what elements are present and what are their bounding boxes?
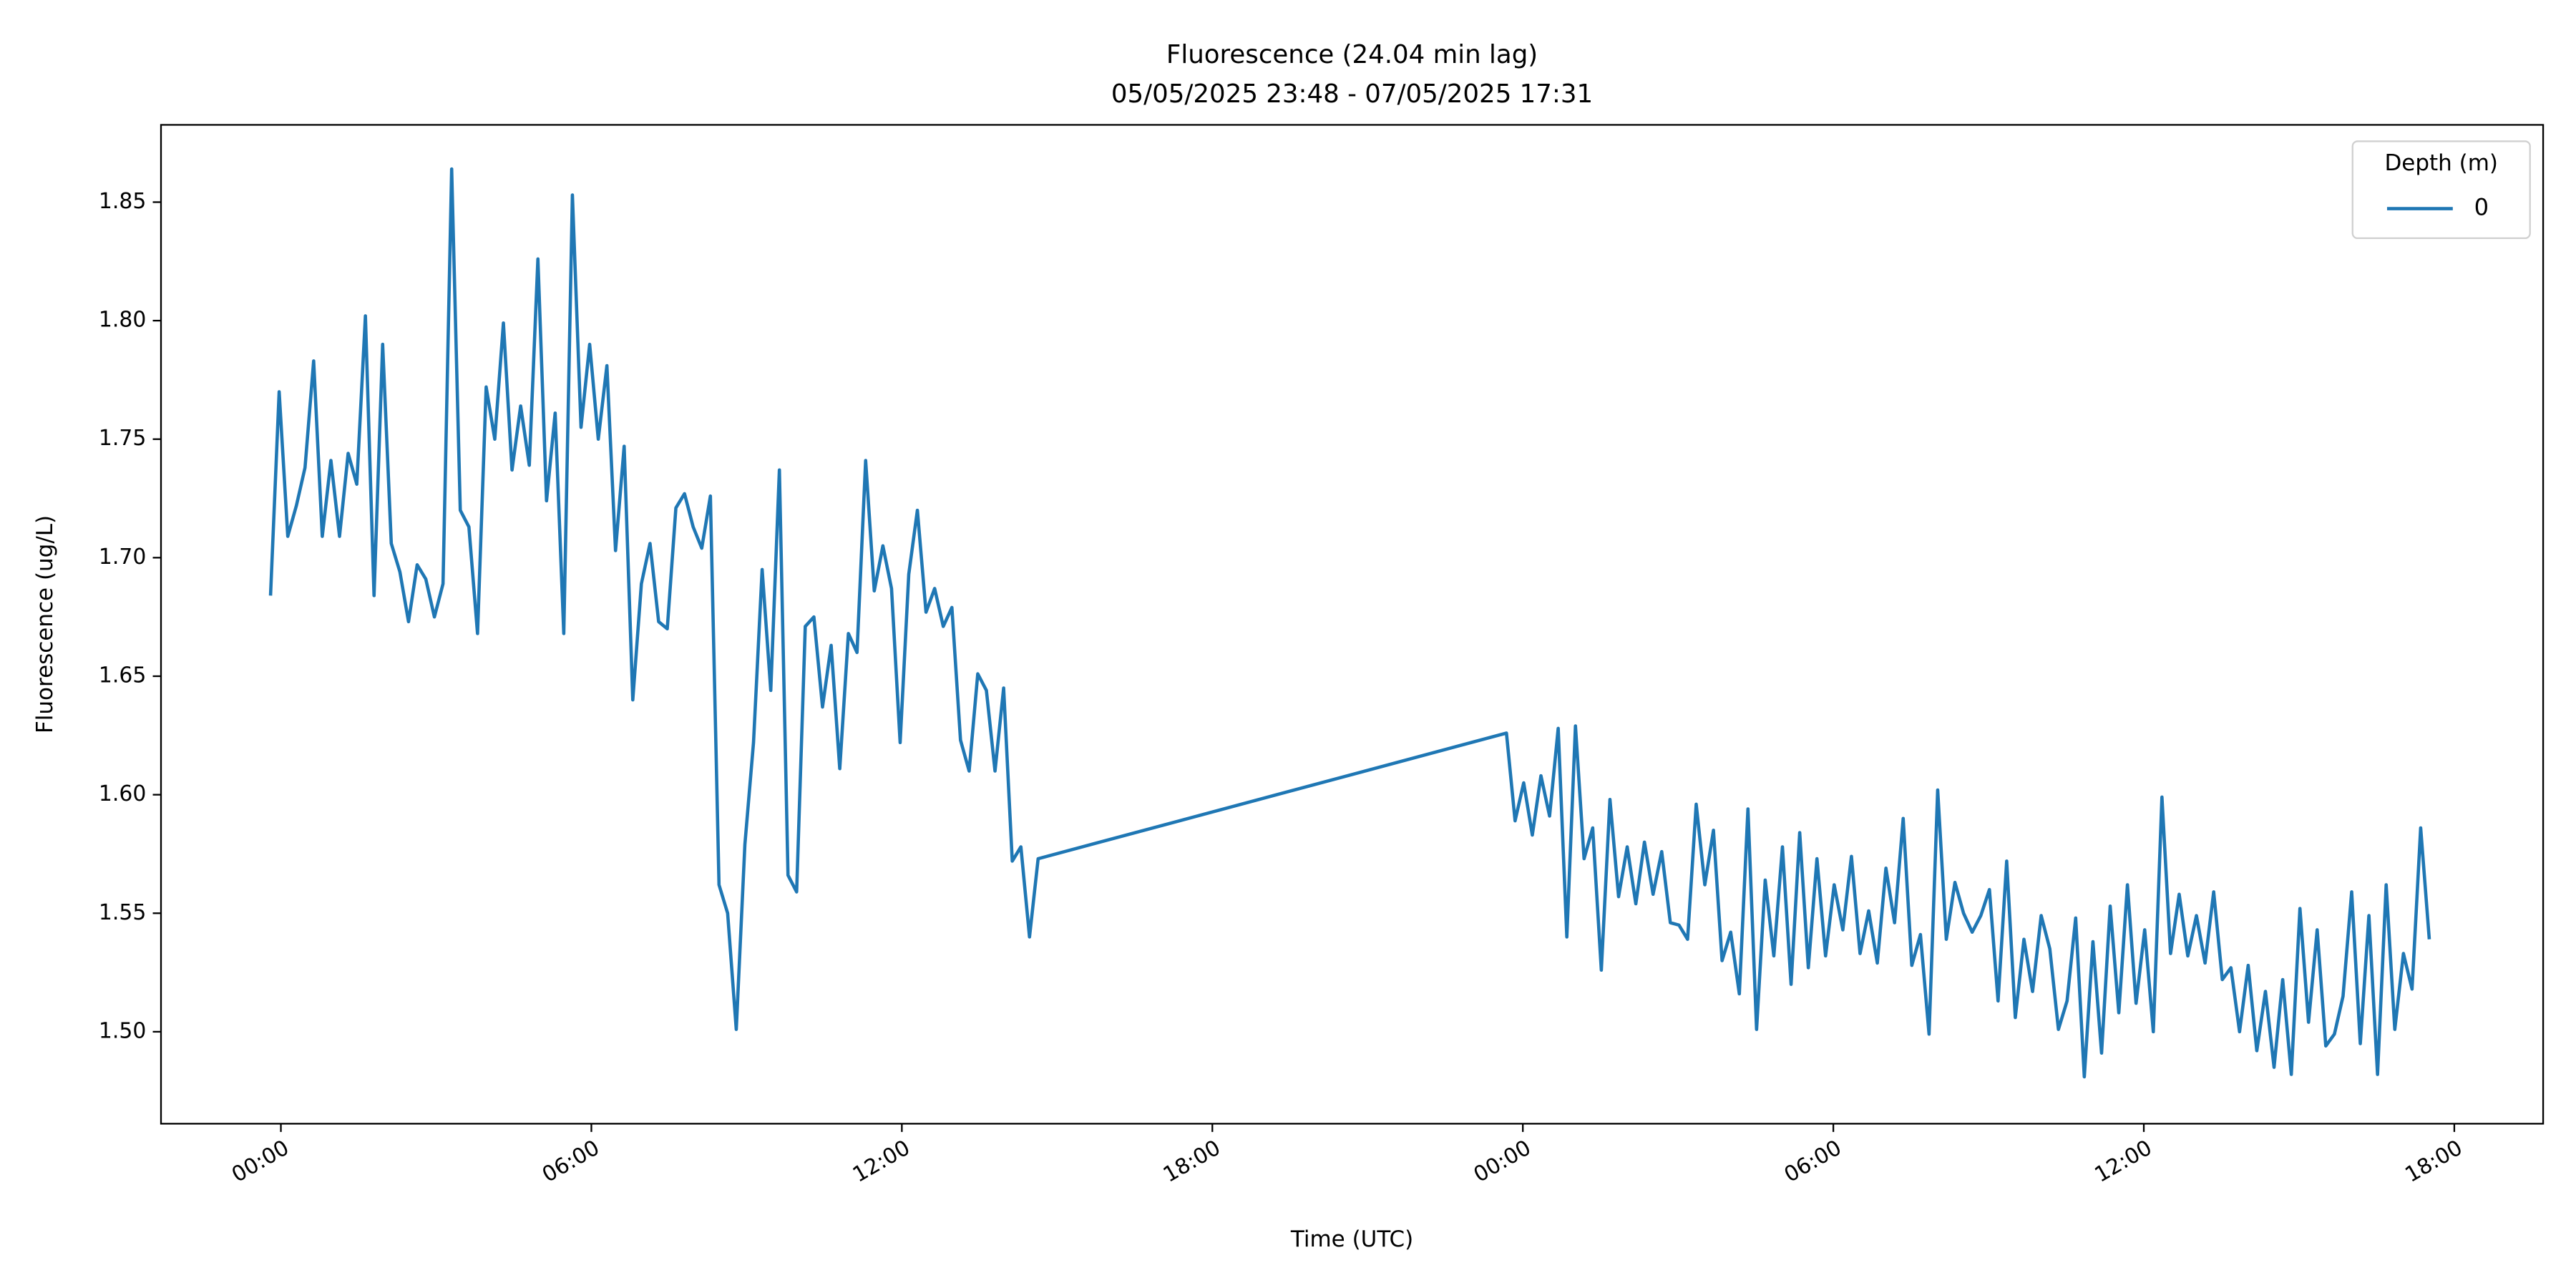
- legend-title: Depth (m): [2384, 150, 2498, 176]
- chart-subtitle: 05/05/2025 23:48 - 07/05/2025 17:31: [1111, 79, 1593, 109]
- plot-frame: [160, 124, 2545, 1125]
- y-tick-label: 1.70: [99, 545, 146, 570]
- x-tick-label: 06:00: [538, 1136, 604, 1188]
- x-tick-label: 18:00: [2401, 1136, 2467, 1188]
- y-axis-label: Fluorescence (ug/L): [32, 515, 58, 733]
- x-tick-label: 12:00: [2091, 1136, 2157, 1188]
- x-tick-label: 06:00: [1780, 1136, 1846, 1188]
- x-tick-label: 18:00: [1159, 1136, 1225, 1188]
- y-tick-label: 1.55: [99, 900, 146, 925]
- legend-box: [2351, 140, 2531, 240]
- chart-title: Fluorescence (24.04 min lag): [1166, 40, 1538, 69]
- y-tick-label: 1.80: [99, 308, 146, 333]
- y-tick-label: 1.60: [99, 781, 146, 806]
- x-axis-label: Time (UTC): [1290, 1226, 1413, 1252]
- y-tick-label: 1.65: [99, 663, 146, 688]
- x-tick-label: 12:00: [849, 1136, 914, 1188]
- y-tick-label: 1.85: [99, 189, 146, 214]
- y-tick-label: 1.75: [99, 426, 146, 451]
- y-tick-label: 1.50: [99, 1018, 146, 1043]
- x-tick-label: 00:00: [1470, 1136, 1536, 1188]
- x-tick-label: 00:00: [228, 1136, 293, 1188]
- data-line: [268, 167, 2431, 1079]
- legend-label: 0: [2474, 194, 2489, 221]
